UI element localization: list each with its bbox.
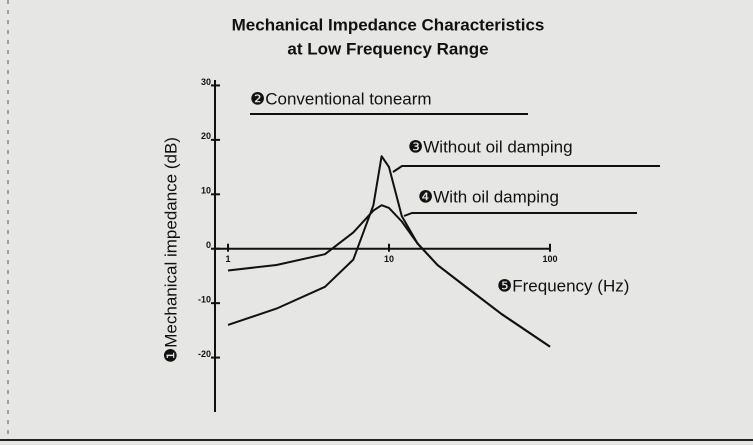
y-tick-label: 10 (201, 186, 211, 196)
legend-label: ❹With oil damping (418, 187, 559, 206)
legend-label: ❸Without oil damping (408, 137, 573, 156)
x-tick-label: 1 (226, 254, 231, 264)
y-tick-label: 0 (206, 240, 211, 250)
x-tick-label: 10 (384, 254, 394, 264)
x-axis-label: ❺Frequency (Hz) (497, 276, 629, 295)
y-tick-label: 30 (201, 77, 211, 87)
annotation: ❷Conventional tonearm (250, 89, 432, 108)
chart-subtitle: at Low Frequency Range (287, 39, 488, 58)
y-tick-label: 20 (201, 131, 211, 141)
y-axis-label: ❶Mechanical impedance (dB) (161, 137, 180, 363)
y-tick-label: -20 (198, 349, 211, 359)
line-series (227, 204, 551, 348)
x-tick-label: 100 (542, 254, 557, 264)
leader-line (392, 165, 660, 173)
y-tick-label: -10 (198, 295, 211, 305)
chart-title: Mechanical Impedance Characteristics (232, 15, 545, 34)
leader-line (403, 212, 637, 217)
